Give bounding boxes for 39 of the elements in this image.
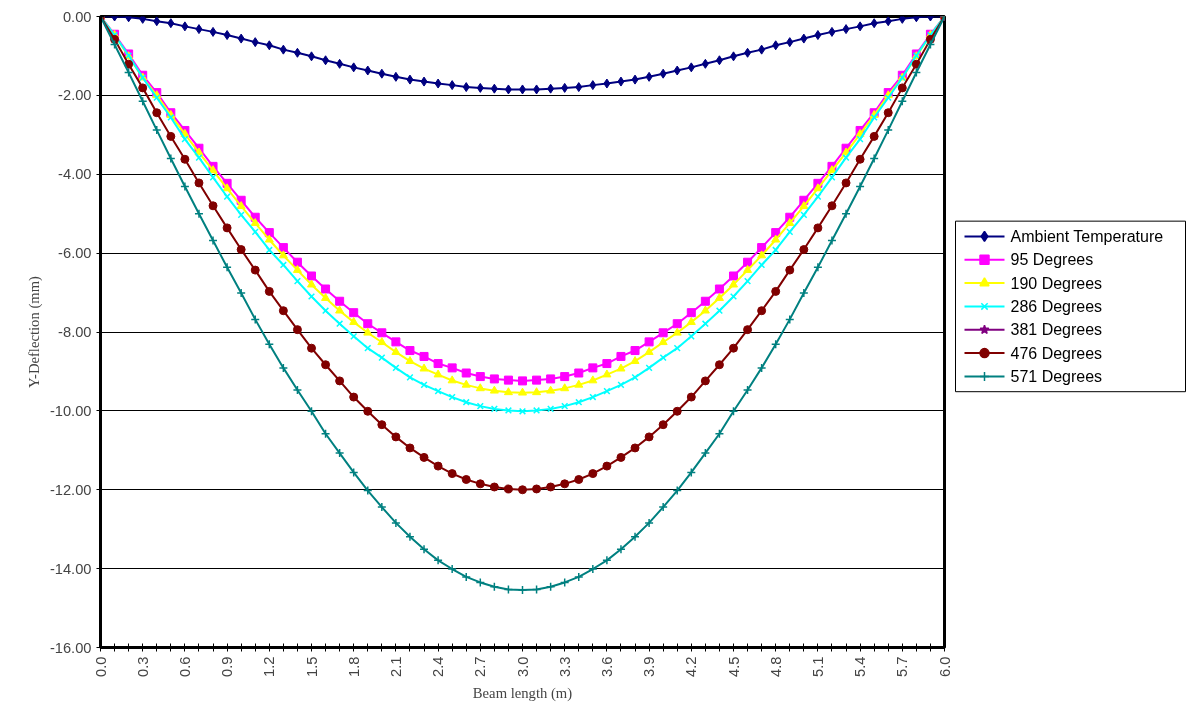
x-tick-label: 3.6	[598, 656, 615, 677]
x-tick-label: 4.5	[725, 656, 742, 677]
x-tick-label: 0.6	[176, 656, 193, 677]
x-tick-label: 5.7	[894, 656, 911, 677]
x-tick-label: 0.3	[134, 656, 151, 677]
y-tick-label: -6.00	[58, 245, 92, 262]
y-tick-label: -16.00	[49, 639, 92, 656]
y-axis-title: Y-Deflection (mm)	[25, 275, 43, 388]
x-axis-title: Beam length (m)	[472, 684, 573, 702]
legend-label: 571 Degrees	[1010, 367, 1103, 385]
x-tick-label: 3.0	[514, 656, 531, 677]
x-tick-label: 2.1	[387, 656, 404, 677]
legend-label: 95 Degrees	[1010, 251, 1094, 269]
x-tick-label: 4.2	[683, 656, 700, 677]
x-tick-label: 4.8	[767, 656, 784, 677]
x-tick-label: 1.2	[261, 656, 278, 677]
x-tick-label: 3.3	[556, 656, 573, 677]
x-tick-label: 0.0	[92, 656, 109, 677]
x-tick-label: 1.8	[345, 656, 362, 677]
legend-label: 476 Degrees	[1010, 344, 1103, 362]
x-tick-label: 2.7	[472, 656, 489, 677]
legend-label: 381 Degrees	[1010, 321, 1103, 339]
y-tick-label: -4.00	[58, 166, 92, 183]
x-tick-label: 3.9	[641, 656, 658, 677]
y-tick-label: -14.00	[49, 560, 92, 577]
y-tick-label: -8.00	[58, 324, 92, 340]
y-tick-label: -12.00	[49, 481, 92, 498]
x-tick-label: 0.9	[219, 656, 236, 677]
y-tick-label: -10.00	[49, 402, 92, 419]
legend-label: Ambient Temperature	[1010, 227, 1164, 245]
y-tick-label: -2.00	[58, 87, 92, 104]
x-tick-label: 6.0	[936, 656, 953, 677]
legend-label: 286 Degrees	[1010, 297, 1103, 315]
x-tick-label: 2.4	[430, 656, 447, 677]
y-tick-label: 0.00	[62, 8, 92, 25]
legend-label: 190 Degrees	[1010, 274, 1103, 292]
x-tick-label: 1.5	[303, 656, 320, 677]
x-tick-label: 5.1	[809, 656, 826, 677]
x-tick-label: 5.4	[852, 656, 869, 677]
